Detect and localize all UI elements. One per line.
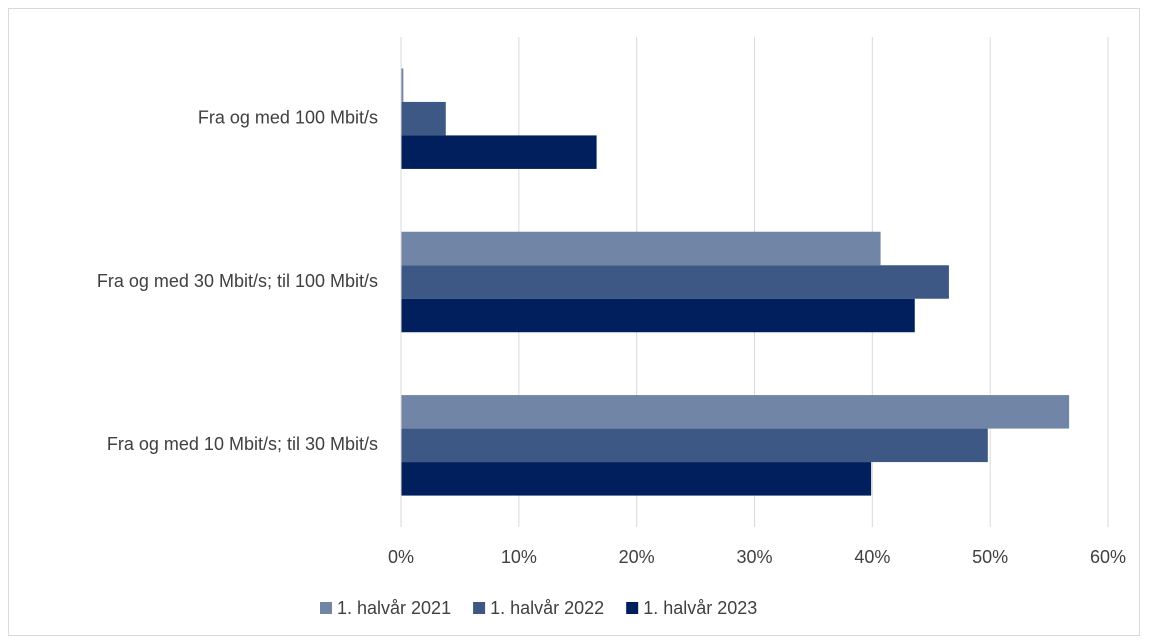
y-tick-label: Fra og med 30 Mbit/s; til 100 Mbit/s bbox=[97, 271, 378, 291]
bar bbox=[401, 395, 1070, 429]
bar bbox=[401, 298, 915, 333]
y-tick-label: Fra og med 100 Mbit/s bbox=[198, 107, 378, 127]
bar bbox=[401, 265, 949, 299]
legend-swatch bbox=[320, 602, 332, 614]
x-tick-label: 30% bbox=[736, 547, 772, 567]
x-tick-label: 10% bbox=[501, 547, 537, 567]
bar bbox=[401, 428, 988, 463]
legend-label: 1. halvår 2022 bbox=[490, 598, 604, 618]
y-tick-label: Fra og med 10 Mbit/s; til 30 Mbit/s bbox=[107, 434, 378, 454]
x-tick-label: 60% bbox=[1090, 547, 1126, 567]
legend-swatch bbox=[473, 602, 486, 614]
bar bbox=[401, 135, 597, 169]
x-tick-label: 0% bbox=[388, 547, 414, 567]
legend-label: 1. halvår 2023 bbox=[643, 598, 757, 618]
x-tick-label: 50% bbox=[972, 547, 1008, 567]
bar bbox=[401, 101, 446, 136]
bar bbox=[401, 462, 872, 496]
legend-label: 1. halvår 2021 bbox=[337, 598, 451, 618]
legend-swatch bbox=[626, 602, 639, 614]
bar bbox=[401, 231, 881, 266]
x-tick-label: 20% bbox=[619, 547, 655, 567]
x-tick-label: 40% bbox=[854, 547, 890, 567]
bar bbox=[401, 68, 404, 102]
